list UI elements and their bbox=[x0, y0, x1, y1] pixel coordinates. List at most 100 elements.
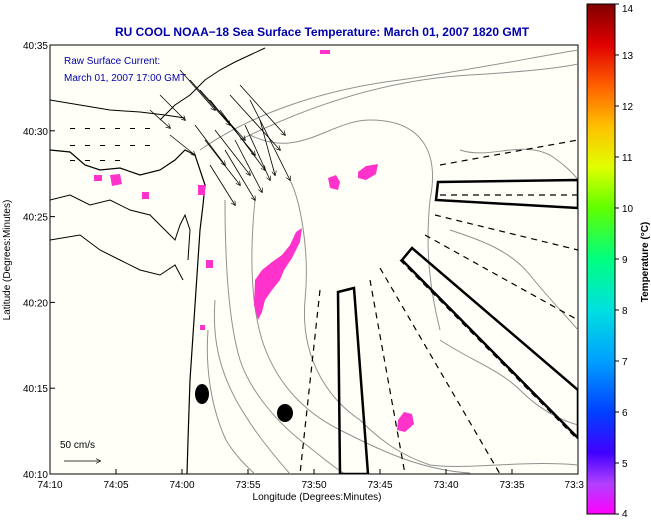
current-subtitle-line2: March 01, 2007 17:00 GMT bbox=[64, 73, 186, 84]
current-vector bbox=[244, 124, 270, 180]
current-vector bbox=[214, 129, 250, 175]
warm-patch bbox=[254, 228, 302, 320]
warm-patch bbox=[358, 164, 378, 180]
current-vector bbox=[115, 160, 120, 161]
radar-beam bbox=[299, 289, 321, 474]
current-vector bbox=[100, 128, 105, 129]
y-tick-label: 40:20 bbox=[23, 298, 48, 309]
map-area bbox=[49, 44, 579, 475]
colorbar-tick-label: 14 bbox=[622, 4, 634, 15]
current-vector bbox=[115, 145, 120, 146]
colorbar-tick-label: 8 bbox=[622, 306, 628, 317]
current-vector bbox=[115, 128, 120, 129]
radar-beam bbox=[434, 214, 578, 251]
current-vector bbox=[259, 119, 275, 175]
current-vector bbox=[100, 160, 105, 161]
y-axis-ticks: 40:35 40:30 40:25 40:20 40:15 40:10 bbox=[23, 41, 55, 481]
colorbar-tick-label: 5 bbox=[622, 459, 628, 470]
bathymetry-contour bbox=[224, 199, 346, 474]
current-vector bbox=[224, 149, 255, 200]
radar-beams bbox=[299, 139, 578, 474]
x-tick-label: 74:10 bbox=[37, 480, 62, 491]
beam-outlines bbox=[336, 178, 578, 474]
y-tick-label: 40:35 bbox=[23, 41, 48, 52]
map-title: RU COOL NOAA−18 Sea Surface Temperature:… bbox=[115, 25, 530, 39]
x-tick-label: 73:35 bbox=[499, 480, 524, 491]
coastline-bay bbox=[50, 194, 191, 261]
warm-water-patches bbox=[94, 50, 414, 432]
bathymetry-contour bbox=[459, 148, 578, 181]
warm-patch bbox=[110, 174, 122, 186]
current-vector bbox=[239, 84, 285, 135]
colorbar-tick-label: 12 bbox=[622, 102, 634, 113]
bathymetry-contour bbox=[199, 49, 578, 151]
warm-patch bbox=[320, 50, 330, 54]
current-vectors bbox=[149, 69, 290, 205]
coastline-bay bbox=[50, 234, 184, 281]
bathymetry-contour bbox=[249, 119, 441, 331]
radar-beam bbox=[379, 267, 501, 474]
current-vector bbox=[145, 145, 150, 146]
coastline bbox=[50, 149, 206, 474]
y-axis-label: Latitude (Degrees:Minutes) bbox=[2, 200, 13, 321]
current-subtitle-line1: Raw Surface Current: bbox=[64, 56, 160, 67]
y-tick-label: 40:30 bbox=[23, 127, 48, 138]
warm-patch bbox=[397, 412, 414, 432]
map-layers bbox=[50, 47, 578, 474]
coastline-north bbox=[50, 99, 186, 119]
radar-beam bbox=[399, 259, 578, 441]
y-tick-label: 40:25 bbox=[23, 213, 48, 224]
colorbar bbox=[586, 3, 616, 515]
x-tick-label: 74:05 bbox=[103, 480, 128, 491]
colorbar-tick-label: 6 bbox=[622, 408, 628, 419]
current-vector bbox=[70, 145, 75, 146]
scale-label: 50 cm/s bbox=[60, 440, 95, 451]
colorbar-tick-label: 13 bbox=[622, 51, 634, 62]
bathymetry-contour bbox=[449, 229, 578, 331]
bathymetry-contour bbox=[213, 299, 291, 474]
colorbar-ticks: 14 13 12 11 10 9 8 7 6 5 4 bbox=[615, 3, 634, 520]
x-axis-ticks: 74:10 74:05 74:00 73:55 73:50 73:45 73:40 73:35… bbox=[37, 469, 584, 491]
beam-outline bbox=[434, 178, 578, 210]
current-vector bbox=[219, 109, 265, 170]
warm-patch bbox=[94, 175, 102, 181]
current-vector bbox=[70, 128, 75, 129]
x-tick-label: 73:55 bbox=[235, 480, 260, 491]
colorbar-label: Temperature (°C) bbox=[640, 222, 651, 303]
current-vector bbox=[234, 139, 262, 192]
current-vector bbox=[179, 69, 215, 110]
warm-patch bbox=[206, 260, 213, 268]
current-vector bbox=[149, 109, 170, 128]
current-vector bbox=[159, 94, 185, 120]
current-vector bbox=[194, 124, 225, 165]
bathymetry-contour bbox=[206, 329, 256, 474]
current-vector bbox=[85, 128, 90, 129]
colorbar-tick-label: 4 bbox=[622, 509, 628, 519]
radar-beam bbox=[424, 234, 578, 321]
x-axis-label: Longitude (Degrees:Minutes) bbox=[253, 492, 382, 503]
radar-beam bbox=[439, 139, 578, 166]
x-tick-label: 73:3 bbox=[565, 480, 585, 491]
warm-patch bbox=[142, 192, 149, 199]
x-tick-label: 73:45 bbox=[367, 480, 392, 491]
current-vector bbox=[209, 164, 235, 205]
current-vector bbox=[70, 160, 75, 161]
warm-patch bbox=[200, 325, 205, 330]
small-current-vectors bbox=[70, 128, 150, 161]
warm-patch bbox=[328, 175, 340, 190]
current-vector bbox=[249, 99, 290, 180]
x-tick-label: 73:50 bbox=[301, 480, 326, 491]
current-vector bbox=[229, 94, 280, 150]
y-tick-label: 40:10 bbox=[23, 470, 48, 481]
current-vector bbox=[130, 145, 135, 146]
coastline-north bbox=[159, 47, 266, 121]
beam-outline bbox=[336, 286, 370, 474]
current-vector bbox=[85, 160, 90, 161]
black-mask bbox=[277, 404, 293, 422]
current-vector bbox=[130, 128, 135, 129]
current-vector bbox=[209, 99, 255, 155]
current-vector bbox=[145, 128, 150, 129]
current-vector bbox=[85, 145, 90, 146]
bathymetry-contour bbox=[239, 63, 578, 141]
